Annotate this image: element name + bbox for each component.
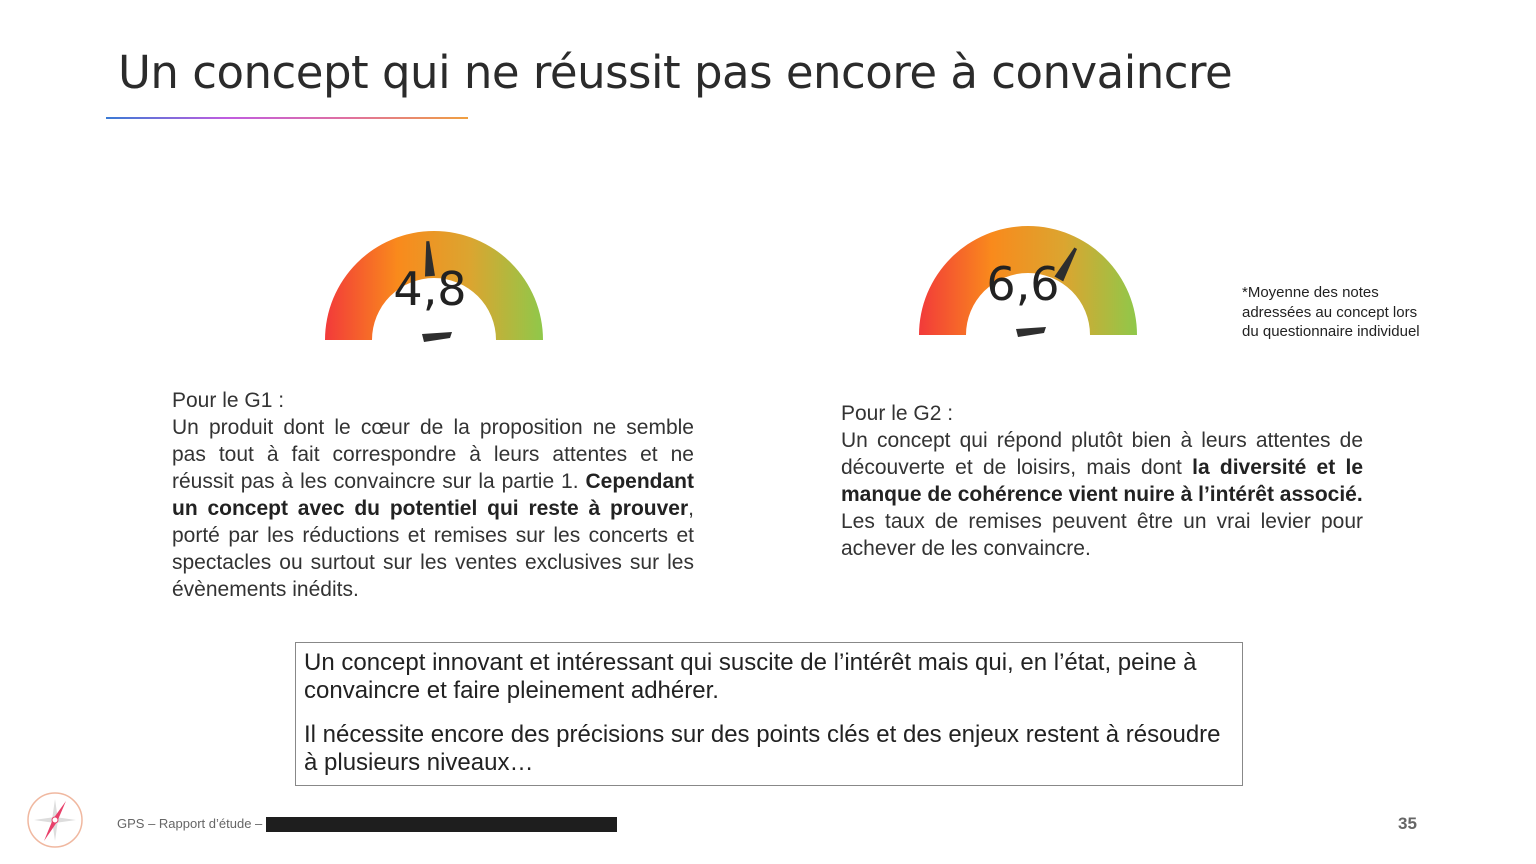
gauge-g1-value: 4,8 bbox=[393, 262, 467, 316]
gauge-g2 bbox=[919, 226, 1137, 337]
footnote: *Moyenne des notes adressées au concept … bbox=[1242, 283, 1420, 342]
gauge-needle bbox=[424, 241, 435, 277]
conclusion-line: Un concept innovant et intéressant qui s… bbox=[304, 649, 1197, 704]
g1-text-part: Un produit dont le cœur de la propositio… bbox=[172, 416, 694, 493]
footnote-line: *Moyenne des notes bbox=[1242, 284, 1379, 301]
footnote-line: adressées au concept lors bbox=[1242, 303, 1418, 321]
g2-text-extra: Les taux de remises peuvent être un vrai… bbox=[841, 510, 1363, 560]
g2-heading: Pour le G2 : bbox=[841, 402, 954, 425]
redacted-bar bbox=[266, 817, 617, 832]
slide-title: Un concept qui ne réussit pas encore à c… bbox=[118, 46, 1233, 99]
g1-text-part: , porté par les réductions et remises su… bbox=[172, 497, 694, 601]
g1-text: Pour le G1 : Un produit dont le cœur de … bbox=[172, 387, 694, 603]
conclusion-line: Il nécessite encore des précisions sur d… bbox=[304, 721, 1221, 776]
gauge-arc bbox=[919, 226, 1137, 335]
title-underline bbox=[106, 117, 468, 119]
g2-text-part: Un concept qui répond plutôt bien à leur… bbox=[841, 429, 1363, 479]
gauge-g1 bbox=[325, 231, 543, 342]
page-number: 35 bbox=[1398, 814, 1417, 833]
footer-text: GPS – Rapport d’étude – bbox=[117, 816, 263, 831]
g2-text-bold: la diversité et le manque de cohérence v… bbox=[841, 456, 1363, 506]
gauge-arc bbox=[325, 231, 543, 340]
gauge-pivot-mark bbox=[422, 332, 452, 342]
conclusion-box: Un concept innovant et intéressant qui s… bbox=[295, 642, 1243, 786]
g2-text: Pour le G2 : Un concept qui répond plutô… bbox=[841, 400, 1363, 562]
gauge-needle bbox=[1054, 247, 1078, 282]
compass-logo bbox=[27, 792, 83, 848]
footnote-line: du questionnaire individuel bbox=[1242, 323, 1420, 340]
gauge-g2-value: 6,6 bbox=[986, 257, 1060, 311]
g1-text-bold: Cependant un concept avec du potentiel q… bbox=[172, 470, 694, 520]
gauge-pivot-mark bbox=[1016, 327, 1046, 337]
g1-heading: Pour le G1 : bbox=[172, 389, 285, 412]
